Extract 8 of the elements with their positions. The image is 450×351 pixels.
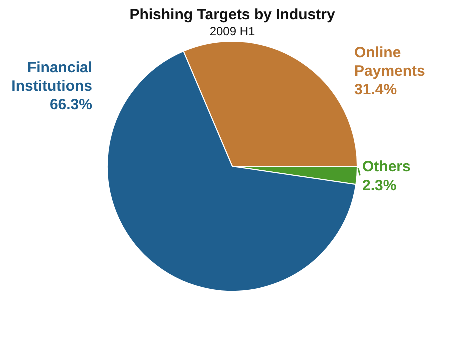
chart-subtitle: 2009 H1 [210,24,256,38]
slice-label: Online Payments [354,44,426,80]
slice-label: Financial Institutions [12,59,93,95]
slice-label: Others [362,158,411,176]
chart-title: Phishing Targets by Industry [130,6,336,24]
data-label: 2.3% [362,177,397,194]
data-label: 31.4% [354,82,398,99]
data-label: 66.3% [50,96,93,114]
